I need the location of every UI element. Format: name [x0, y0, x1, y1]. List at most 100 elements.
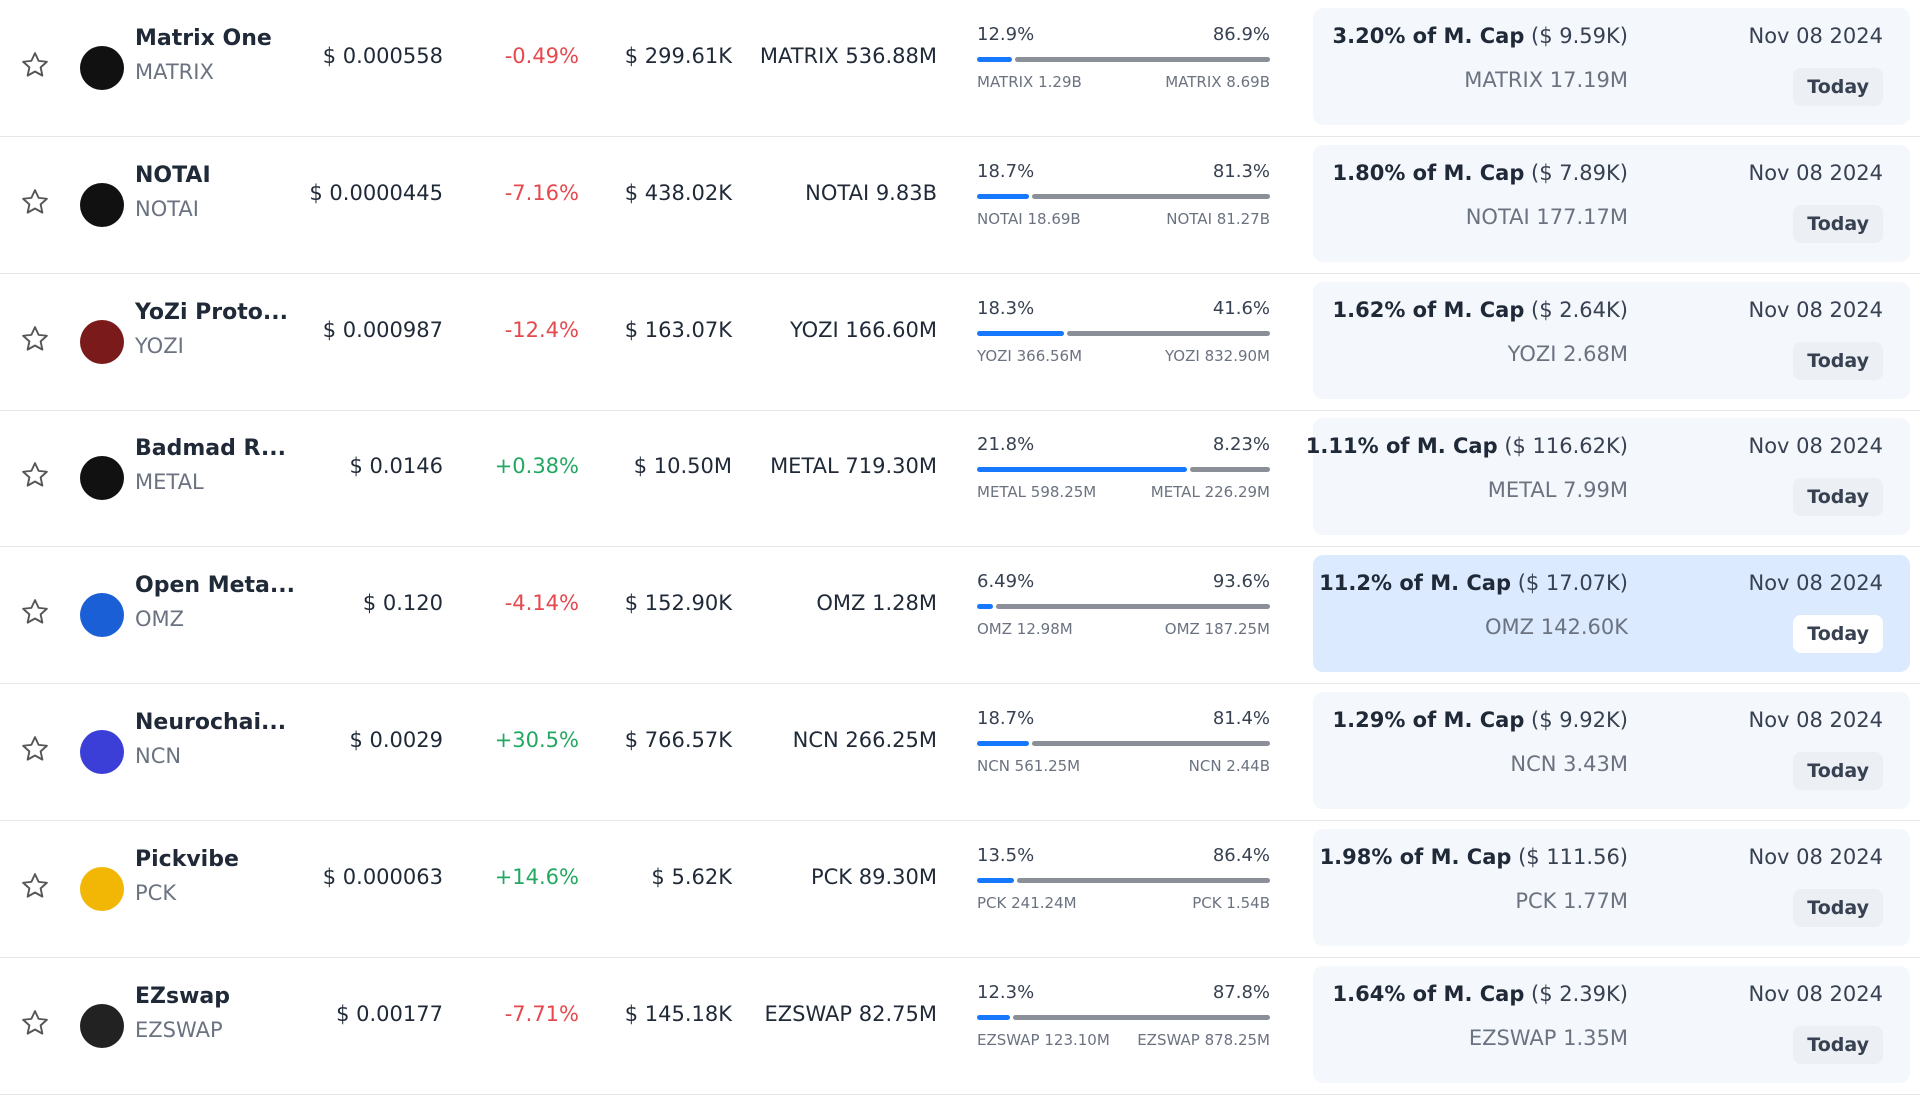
- favorite-star[interactable]: [20, 324, 50, 354]
- unlock-value: ($ 2.64K): [1531, 297, 1628, 322]
- today-button[interactable]: Today: [1793, 1025, 1883, 1064]
- token-symbol: YOZI: [135, 333, 184, 358]
- locked-amount: EZSWAP 878.25M: [1137, 1030, 1270, 1049]
- today-button[interactable]: Today: [1793, 204, 1883, 243]
- token-icon: [80, 182, 124, 227]
- unlock-date: Nov 08 2024: [1748, 571, 1883, 596]
- locked-bar: [1189, 467, 1270, 473]
- token-symbol: OMZ: [135, 607, 185, 632]
- unlock-pct: 1.80% of M. Cap: [1332, 160, 1525, 185]
- unlock-pct: 1.29% of M. Cap: [1332, 708, 1525, 732]
- unlock-date: Nov 08 2024: [1748, 434, 1883, 459]
- price: $ 0.00177: [336, 1001, 443, 1026]
- volume: $ 766.57K: [624, 728, 732, 752]
- today-button[interactable]: Today: [1793, 752, 1883, 790]
- token-name[interactable]: Open Meta...: [135, 573, 295, 599]
- locked-pct: 86.9%: [1212, 24, 1270, 45]
- token-name[interactable]: EZswap: [135, 983, 230, 1009]
- locked-bar: [1031, 193, 1270, 199]
- unlock-amount: PCK 1.77M: [1515, 888, 1628, 913]
- favorite-star[interactable]: [20, 597, 50, 627]
- unlock-date: Nov 08 2024: [1748, 844, 1883, 869]
- locked-amount: NCN 2.44B: [1188, 757, 1270, 775]
- unlocked-bar: [977, 877, 1014, 883]
- unlocked-amount: PCK 241.24M: [977, 893, 1077, 912]
- change: +14.6%: [494, 864, 579, 889]
- unlocked-pct: 12.9%: [977, 24, 1035, 45]
- unlocked-pct: 18.7%: [977, 160, 1035, 182]
- token-name[interactable]: Neurochai...: [135, 710, 287, 735]
- unlock-pct: 3.20% of M. Cap: [1332, 24, 1525, 48]
- unlocked-bar: [977, 604, 993, 610]
- token-symbol: METAL: [135, 470, 204, 495]
- unlock-amount: NCN 3.43M: [1510, 752, 1628, 776]
- token-symbol: EZSWAP: [135, 1017, 223, 1042]
- locked-pct: 81.3%: [1212, 160, 1270, 182]
- unlock-amount: METAL 7.99M: [1487, 478, 1628, 503]
- unlock-amount: OMZ 142.60K: [1485, 615, 1628, 640]
- volume: $ 10.50M: [633, 454, 732, 479]
- token-row: EZswap EZSWAP $ 0.00177 -7.71% $ 145.18K EZSW…: [0, 958, 1920, 1095]
- unlock-card: 1.80% of M. Cap ($ 7.89K) NOTAI 177.17M No…: [1313, 144, 1910, 262]
- unlock-date: Nov 08 2024: [1748, 160, 1883, 185]
- market-cap: EZSWAP 82.75M: [764, 1001, 937, 1026]
- unlocked-bar: [977, 193, 1029, 199]
- locked-pct: 41.6%: [1212, 297, 1270, 319]
- unlocked-amount: EZSWAP 123.10M: [977, 1030, 1110, 1049]
- unlock-date: Nov 08 2024: [1748, 981, 1883, 1006]
- market-cap: MATRIX 536.88M: [759, 44, 937, 68]
- favorite-star[interactable]: [20, 460, 50, 490]
- unlock-value: ($ 7.89K): [1531, 160, 1628, 185]
- change: -12.4%: [504, 317, 579, 342]
- token-name[interactable]: Badmad R...: [135, 436, 286, 462]
- today-button[interactable]: Today: [1793, 888, 1883, 927]
- token-icon: [80, 1003, 124, 1048]
- unlock-share: 1.29% of M. Cap ($ 9.92K): [1333, 708, 1628, 732]
- change: -4.14%: [504, 591, 579, 616]
- token-row: Badmad R... METAL $ 0.0146 +0.38% $ 10.50M ME…: [0, 410, 1920, 548]
- favorite-star[interactable]: [20, 187, 50, 217]
- unlocked-bar: [977, 57, 1012, 62]
- token-name[interactable]: NOTAI: [135, 162, 211, 188]
- unlocked-bar: [977, 467, 1187, 473]
- unlocked-amount: MATRIX 1.29B: [977, 73, 1082, 91]
- unlock-card: 11.2% of M. Cap ($ 17.07K) OMZ 142.60K Nov…: [1313, 555, 1910, 673]
- price: $ 0.000558: [322, 44, 443, 68]
- unlock-card: 1.98% of M. Cap ($ 111.56) PCK 1.77M Nov 0…: [1313, 828, 1910, 946]
- unlocked-amount: NOTAI 18.69B: [977, 209, 1081, 228]
- unlock-share: 1.80% of M. Cap ($ 7.89K): [1333, 161, 1628, 185]
- unlock-card: 3.20% of M. Cap ($ 9.59K) MATRIX 17.19M No…: [1313, 8, 1910, 125]
- today-button[interactable]: Today: [1793, 615, 1883, 654]
- token-icon: [80, 46, 124, 90]
- unlock-pct: 11.2% of M. Cap: [1319, 571, 1511, 596]
- unlock-value: ($ 9.59K): [1531, 24, 1628, 48]
- unlock-share: 1.98% of M. Cap ($ 111.56): [1320, 845, 1628, 869]
- token-icon: [80, 319, 124, 364]
- unlocked-amount: METAL 598.25M: [977, 483, 1097, 502]
- token-name[interactable]: YoZi Proto...: [135, 299, 288, 325]
- unlock-date: Nov 08 2024: [1748, 24, 1883, 48]
- favorite-star[interactable]: [20, 1008, 50, 1038]
- volume: $ 145.18K: [624, 1001, 732, 1026]
- locked-pct: 87.8%: [1212, 981, 1270, 1003]
- locked-bar: [1014, 57, 1270, 62]
- token-name[interactable]: Matrix One: [135, 26, 272, 51]
- unlocked-pct: 18.3%: [977, 297, 1035, 319]
- token-icon: [80, 456, 124, 501]
- today-button[interactable]: Today: [1793, 478, 1883, 517]
- favorite-star[interactable]: [20, 734, 50, 764]
- favorite-star[interactable]: [20, 50, 50, 80]
- unlock-amount: NOTAI 177.17M: [1465, 204, 1628, 229]
- today-button[interactable]: Today: [1793, 68, 1883, 106]
- favorite-star[interactable]: [20, 871, 50, 901]
- unlock-pct: 1.98% of M. Cap: [1319, 844, 1512, 869]
- change: +0.38%: [494, 454, 579, 479]
- today-button[interactable]: Today: [1793, 341, 1883, 380]
- unlocked-pct: 13.5%: [977, 844, 1035, 866]
- token-row: Neurochai... NCN $ 0.0029 +30.5% $ 766.57K NC…: [0, 684, 1920, 821]
- unlocked-amount: OMZ 12.98M: [977, 620, 1073, 639]
- locked-amount: METAL 226.29M: [1150, 483, 1270, 502]
- token-name[interactable]: Pickvibe: [135, 846, 239, 872]
- locked-bar: [1013, 1014, 1270, 1020]
